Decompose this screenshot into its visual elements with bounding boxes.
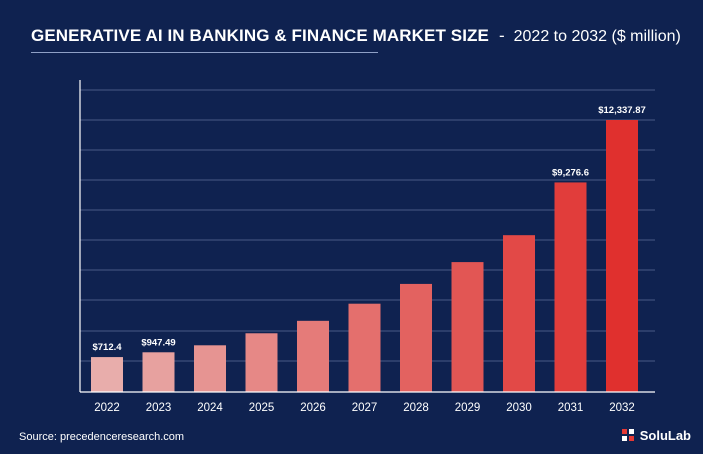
data-label-2022: $712.4 [92, 342, 122, 353]
bar-2029 [451, 262, 484, 392]
bar-2022 [91, 357, 123, 392]
x-tick-label-2026: 2026 [300, 402, 326, 414]
bar-2026 [297, 320, 329, 392]
x-tick-label-2030: 2030 [506, 402, 532, 414]
x-tick-label-2032: 2032 [609, 402, 635, 414]
title-subtitle: 2022 to 2032 ($ million) [513, 28, 681, 45]
x-tick-label-2022: 2022 [94, 402, 120, 414]
x-tick-label-2025: 2025 [249, 402, 275, 414]
x-tick-label-2029: 2029 [455, 402, 481, 414]
bar-2032 [606, 120, 638, 392]
bar-2024 [194, 345, 226, 392]
solulab-logo-icon [621, 429, 635, 442]
logo-text: SoluLab [639, 428, 691, 443]
source-note: Source: precedenceresearch.com [19, 431, 185, 443]
bar-2023 [142, 352, 175, 392]
x-tick-label-2027: 2027 [352, 402, 378, 414]
title-separator: - [498, 26, 505, 45]
title-underline [31, 52, 378, 53]
data-label-2023: $947.49 [141, 337, 175, 348]
data-label-2032: $12,337.87 [598, 105, 646, 116]
bar-2025 [245, 333, 278, 392]
data-label-2031: $9,276.6 [552, 167, 589, 178]
bar-2027 [348, 303, 381, 392]
x-tick-label-2028: 2028 [403, 402, 429, 414]
brand-logo: SoluLab [621, 428, 691, 443]
chart-title: GENERATIVE AI IN BANKING & FINANCE MARKE… [31, 26, 681, 46]
bar-2028 [400, 283, 432, 392]
title-main: GENERATIVE AI IN BANKING & FINANCE MARKE… [31, 26, 489, 45]
bar-2030 [503, 235, 535, 392]
x-tick-label-2031: 2031 [558, 402, 584, 414]
x-tick-label-2023: 2023 [146, 402, 172, 414]
x-tick-label-2024: 2024 [197, 402, 223, 414]
bar-2031 [554, 182, 587, 392]
